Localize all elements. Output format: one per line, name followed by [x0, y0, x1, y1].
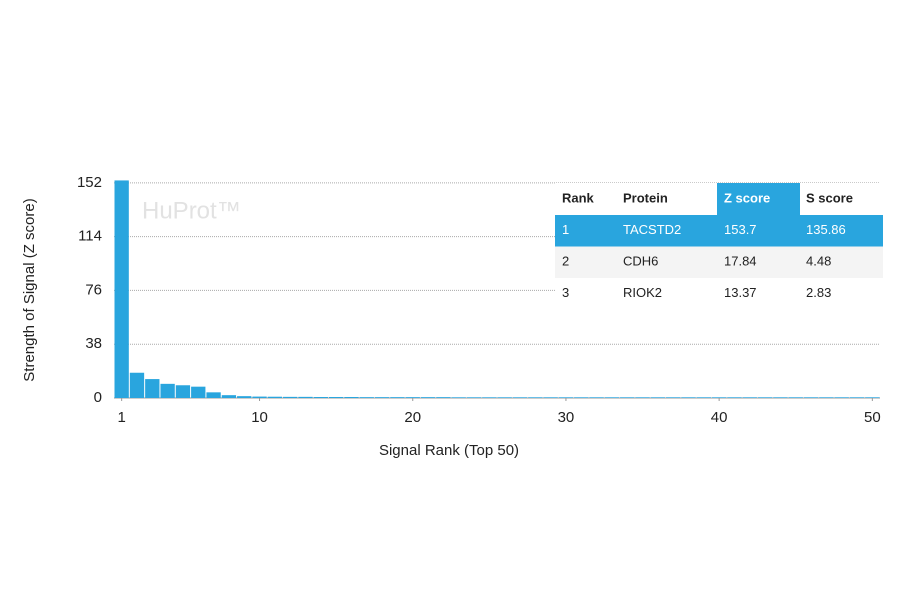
bar — [711, 397, 727, 398]
bar — [298, 396, 313, 398]
x-tick-label: 50 — [864, 409, 881, 426]
bar — [328, 397, 344, 398]
bar — [574, 397, 589, 398]
y-tick-label: 38 — [85, 335, 102, 352]
bar — [405, 397, 420, 398]
table-cell: 1 — [562, 222, 569, 237]
table-cell: 2.83 — [806, 285, 831, 300]
bar — [420, 397, 436, 398]
bar — [788, 397, 803, 398]
bar — [129, 372, 145, 398]
table-row — [555, 278, 883, 310]
column-header: Z score — [724, 190, 770, 205]
bar — [252, 396, 267, 398]
x-tick-label: 20 — [404, 409, 421, 426]
header-highlight — [717, 183, 800, 215]
bar — [681, 397, 696, 398]
bar — [145, 379, 160, 398]
bar — [666, 397, 681, 398]
table-cell: 153.7 — [724, 222, 757, 237]
column-header: Rank — [562, 190, 595, 205]
bar — [635, 397, 650, 398]
bar — [773, 397, 788, 398]
bar — [160, 383, 175, 398]
bar — [865, 397, 880, 398]
bar — [727, 397, 742, 398]
bar — [604, 397, 620, 398]
table-row — [555, 215, 883, 247]
y-tick-label: 0 — [94, 389, 102, 406]
table-cell: RIOK2 — [623, 285, 662, 300]
column-header: S score — [806, 190, 853, 205]
y-tick-label: 114 — [78, 228, 102, 245]
y-tick-label: 152 — [77, 174, 102, 191]
bar — [344, 397, 359, 398]
bar — [482, 397, 497, 398]
bar — [114, 180, 129, 398]
bar — [451, 397, 466, 398]
y-axis-label: Strength of Signal (Z score) — [21, 198, 38, 381]
y-tick-label: 76 — [85, 281, 102, 298]
bar — [589, 397, 604, 398]
bar — [512, 397, 528, 398]
table-cell: 4.48 — [806, 254, 831, 269]
watermark: HuProt™ — [142, 197, 241, 224]
table-cell: TACSTD2 — [623, 222, 681, 237]
table-cell: 17.84 — [724, 254, 757, 269]
bar — [620, 397, 635, 398]
bar — [558, 397, 574, 398]
bar — [650, 397, 666, 398]
bar — [757, 397, 773, 398]
bar — [359, 397, 374, 398]
bar — [175, 385, 191, 398]
bar — [819, 397, 834, 398]
x-axis-label: Signal Rank (Top 50) — [379, 442, 519, 459]
table-cell: 3 — [562, 285, 569, 300]
bar — [528, 397, 543, 398]
bar — [374, 397, 390, 398]
column-header: Protein — [623, 190, 668, 205]
bar — [267, 396, 283, 398]
x-tick-label: 40 — [711, 409, 728, 426]
bar — [497, 397, 512, 398]
table-row — [555, 246, 883, 278]
bar — [803, 397, 819, 398]
bar — [436, 397, 451, 398]
bar — [834, 397, 849, 398]
bar — [206, 392, 221, 398]
bar — [191, 386, 206, 398]
bar — [313, 397, 328, 398]
bar — [696, 397, 711, 398]
bar — [742, 397, 757, 398]
table-cell: 13.37 — [724, 285, 757, 300]
bar — [237, 396, 252, 398]
bar — [849, 397, 865, 398]
bar — [543, 397, 558, 398]
table-cell: 2 — [562, 254, 569, 269]
bar — [283, 396, 298, 398]
table-cell: 135.86 — [806, 222, 846, 237]
bar — [390, 397, 405, 398]
x-tick-label: 30 — [558, 409, 575, 426]
table-cell: CDH6 — [623, 254, 658, 269]
bar — [221, 395, 237, 398]
x-tick-label: 10 — [251, 409, 268, 426]
bar — [466, 397, 482, 398]
x-tick-label: 1 — [117, 409, 125, 426]
